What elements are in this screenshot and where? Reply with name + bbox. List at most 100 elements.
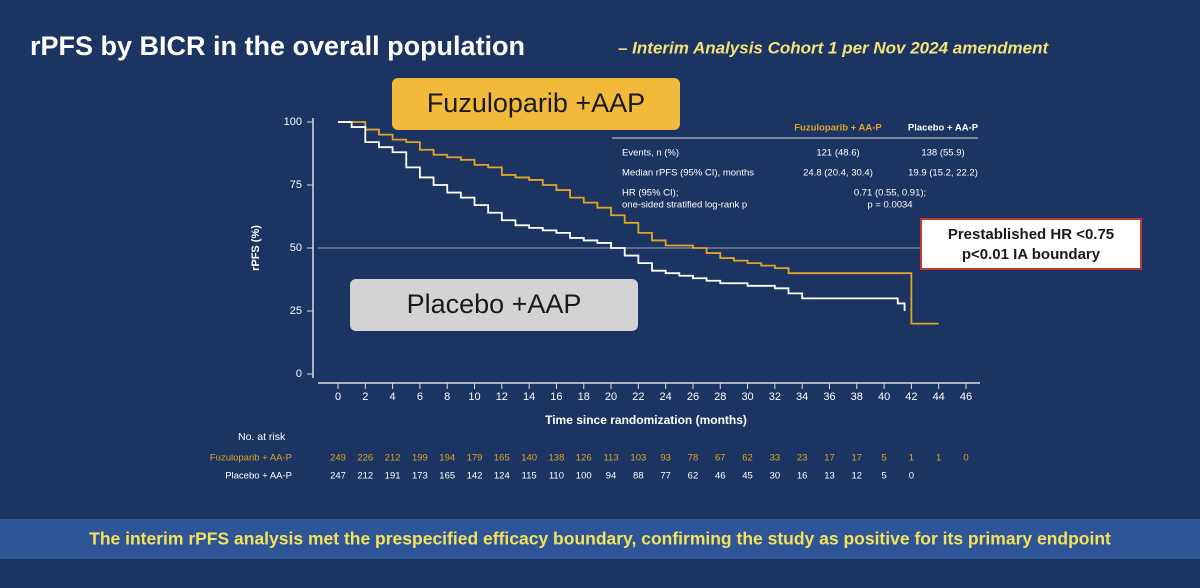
at-risk-value: 62 [742, 453, 753, 464]
at-risk-value: 140 [521, 453, 537, 464]
at-risk-value: 45 [742, 471, 753, 482]
at-risk-value: 1 [909, 453, 914, 464]
table-row-label: HR (95% CI); [622, 188, 678, 199]
y-tick-label: 75 [290, 179, 302, 191]
footer-band [0, 519, 1200, 559]
at-risk-value: 5 [881, 471, 886, 482]
x-tick-label: 6 [417, 391, 423, 403]
table-header: Fuzuloparib + AA-P [794, 123, 882, 134]
km-curve [338, 121, 906, 311]
at-risk-title: No. at risk [238, 431, 286, 443]
y-tick-label: 25 [290, 305, 302, 317]
at-risk-value: 249 [330, 453, 346, 464]
x-tick-label: 20 [605, 391, 617, 403]
at-risk-value: 88 [633, 471, 644, 482]
at-risk-value: 17 [851, 453, 862, 464]
x-tick-label: 4 [390, 391, 396, 403]
slide-title: rPFS by BICR in the overall population [30, 31, 525, 61]
at-risk-value: 17 [824, 453, 835, 464]
at-risk-value: 165 [439, 471, 455, 482]
annotation-text: p<0.01 IA boundary [962, 246, 1101, 263]
at-risk-value: 30 [770, 471, 781, 482]
y-tick-label: 100 [284, 116, 302, 128]
at-risk-value: 5 [881, 453, 886, 464]
at-risk-value: 100 [576, 471, 592, 482]
at-risk-value: 0 [963, 453, 968, 464]
x-tick-label: 44 [933, 391, 945, 403]
at-risk-value: 0 [909, 471, 914, 482]
table-cell: 0.71 (0.55, 0.91); [854, 188, 926, 199]
x-tick-label: 42 [905, 391, 917, 403]
at-risk-value: 23 [797, 453, 808, 464]
annotation-text: Prestablished HR <0.75 [948, 226, 1114, 243]
at-risk-value: 1 [936, 453, 941, 464]
km-curve [338, 121, 939, 325]
table-row-label: one-sided stratified log-rank p [622, 200, 747, 211]
y-axis-label: rPFS (%) [250, 225, 262, 271]
at-risk-value: 78 [688, 453, 699, 464]
table-cell: 19.9 (15.2, 22.2) [908, 168, 978, 179]
footer-text: The interim rPFS analysis met the prespe… [89, 529, 1111, 549]
x-tick-label: 16 [550, 391, 562, 403]
at-risk-value: 191 [385, 471, 401, 482]
x-tick-label: 30 [741, 391, 753, 403]
at-risk-value: 93 [660, 453, 671, 464]
legend-label: Fuzuloparib +AAP [427, 88, 645, 118]
x-tick-label: 24 [660, 391, 672, 403]
at-risk-value: 46 [715, 471, 726, 482]
at-risk-label: Fuzuloparib + AA-P [210, 453, 292, 464]
table-row-label: Median rPFS (95% CI), months [622, 168, 754, 179]
at-risk-value: 212 [385, 453, 401, 464]
x-tick-label: 32 [769, 391, 781, 403]
x-tick-label: 18 [578, 391, 590, 403]
at-risk-value: 226 [357, 453, 373, 464]
at-risk-value: 142 [467, 471, 483, 482]
table-header: Placebo + AA-P [908, 123, 979, 134]
at-risk-value: 16 [797, 471, 808, 482]
legend-label: Placebo +AAP [407, 289, 582, 319]
x-tick-label: 0 [335, 391, 341, 403]
y-tick-label: 50 [290, 242, 302, 254]
at-risk-label: Placebo + AA-P [225, 471, 292, 482]
at-risk-value: 165 [494, 453, 510, 464]
slide-subtitle: – Interim Analysis Cohort 1 per Nov 2024… [618, 38, 1050, 57]
x-tick-label: 46 [960, 391, 972, 403]
at-risk-value: 124 [494, 471, 510, 482]
at-risk-value: 94 [606, 471, 617, 482]
at-risk-value: 110 [549, 471, 564, 482]
at-risk-value: 67 [715, 453, 726, 464]
legend-box [392, 78, 680, 130]
at-risk-value: 173 [412, 471, 428, 482]
x-tick-label: 36 [823, 391, 835, 403]
x-tick-label: 2 [362, 391, 368, 403]
at-risk-value: 247 [330, 471, 346, 482]
legend-box [350, 279, 638, 331]
at-risk-value: 62 [688, 471, 699, 482]
x-tick-label: 26 [687, 391, 699, 403]
at-risk-value: 115 [522, 471, 537, 482]
x-tick-label: 40 [878, 391, 890, 403]
at-risk-value: 13 [824, 471, 835, 482]
table-cell: p = 0.0034 [867, 200, 912, 211]
at-risk-value: 179 [467, 453, 483, 464]
x-tick-label: 10 [468, 391, 480, 403]
x-tick-label: 14 [523, 391, 535, 403]
at-risk-value: 199 [412, 453, 428, 464]
at-risk-value: 126 [576, 453, 592, 464]
table-cell: 24.8 (20.4, 30.4) [803, 168, 873, 179]
at-risk-value: 77 [660, 471, 671, 482]
table-cell: 138 (55.9) [921, 148, 964, 159]
at-risk-value: 113 [603, 453, 618, 464]
x-tick-label: 8 [444, 391, 450, 403]
x-tick-label: 12 [496, 391, 508, 403]
at-risk-value: 33 [770, 453, 781, 464]
at-risk-value: 12 [851, 471, 862, 482]
x-tick-label: 38 [851, 391, 863, 403]
y-tick-label: 0 [296, 368, 302, 380]
at-risk-value: 194 [439, 453, 455, 464]
x-tick-label: 22 [632, 391, 644, 403]
table-row-label: Events, n (%) [622, 148, 679, 159]
x-axis-label: Time since randomization (months) [545, 413, 747, 427]
